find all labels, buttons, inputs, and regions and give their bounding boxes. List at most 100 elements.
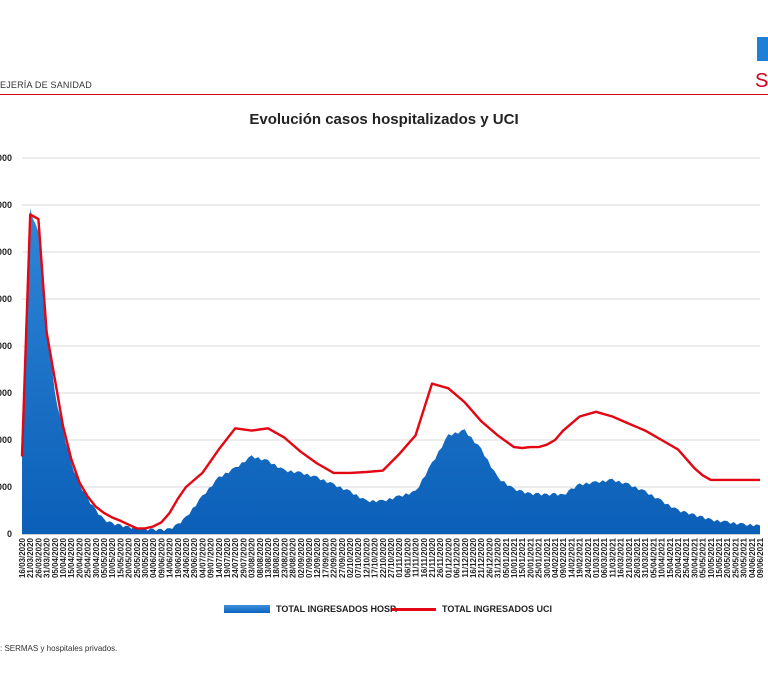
source-note: : SERMAS y hospitales privados. <box>0 644 118 653</box>
header-divider <box>0 94 768 95</box>
x-tick-label: 16/11/2020 <box>420 537 429 577</box>
x-tick-label: 05/04/2021 <box>649 537 658 578</box>
x-tick-label: 09/07/2020 <box>207 537 216 578</box>
y-tick-label: 000 <box>0 341 12 351</box>
x-tick-label: 15/05/2020 <box>116 537 125 578</box>
x-tick-label: 27/09/2020 <box>338 537 347 578</box>
uci-line <box>20 213 760 530</box>
chart-legend: TOTAL INGRESADOS HOSP. TOTAL INGRESADOS … <box>0 604 768 620</box>
x-tick-label: 20/01/2021 <box>526 537 535 578</box>
x-tick-label: 04/07/2020 <box>198 537 207 578</box>
x-tick-label: 21/03/2021 <box>625 537 634 578</box>
chart-title: Evolución casos hospitalizados y UCI <box>249 111 519 128</box>
x-tick-label: 06/11/2020 <box>403 537 412 577</box>
x-tick-label: 16/03/2021 <box>617 537 626 578</box>
x-tick-label: 28/08/2020 <box>289 537 298 578</box>
legend-label-hosp: TOTAL INGRESADOS HOSP. <box>276 604 398 614</box>
x-tick-label: 12/09/2020 <box>313 537 322 578</box>
x-tick-label: 01/11/2020 <box>395 537 404 577</box>
y-tick-label: 000 <box>0 153 12 163</box>
x-tick-label: 04/06/2020 <box>149 537 158 578</box>
x-tick-label: 02/09/2020 <box>297 537 306 578</box>
logo-mark <box>757 37 768 61</box>
hosp-area <box>22 208 760 534</box>
legend-item-uci: TOTAL INGRESADOS UCI <box>392 604 552 614</box>
x-tick-label: 10/05/2020 <box>108 537 117 578</box>
x-tick-label: 06/12/2020 <box>453 537 462 578</box>
x-tick-label: 13/08/2020 <box>264 537 273 578</box>
x-tick-label: 08/08/2020 <box>256 537 265 578</box>
x-tick-label: 16/12/2020 <box>469 537 478 578</box>
x-tick-label: 16/03/2020 <box>18 537 27 578</box>
x-tick-label: 26/12/2020 <box>485 537 494 578</box>
y-tick-label: 000 <box>0 388 12 398</box>
x-tick-label: 03/08/2020 <box>248 537 257 578</box>
y-tick-label: 000 <box>0 247 12 257</box>
x-tick-label: 25/05/2021 <box>731 537 740 578</box>
x-tick-label: 07/09/2020 <box>305 537 314 578</box>
x-tick-label: 12/10/2020 <box>362 537 371 578</box>
x-tick-label: 23/08/2020 <box>280 537 289 578</box>
x-tick-label: 01/12/2020 <box>444 537 453 578</box>
x-tick-label: 21/11/2020 <box>428 537 437 577</box>
x-tick-label: 20/04/2021 <box>674 537 683 578</box>
x-tick-label: 10/01/2021 <box>510 537 519 578</box>
x-tick-label: 14/02/2021 <box>567 537 576 578</box>
x-tick-label: 30/04/2020 <box>92 537 101 578</box>
x-tick-label: 21/12/2020 <box>477 537 486 578</box>
x-tick-label: 31/12/2020 <box>494 537 503 578</box>
x-tick-label: 10/04/2021 <box>658 537 667 578</box>
x-tick-label: 24/02/2021 <box>584 537 593 578</box>
x-tick-label: 29/07/2020 <box>239 537 248 578</box>
x-tick-label: 02/10/2020 <box>346 537 355 578</box>
logo-letter: S <box>755 70 768 92</box>
x-tick-label: 15/04/2020 <box>67 537 76 578</box>
x-tick-label: 30/04/2021 <box>690 537 699 578</box>
x-tick-label: 17/09/2020 <box>321 537 330 578</box>
x-tick-label: 01/03/2021 <box>592 537 601 578</box>
y-tick-label: 000 <box>0 482 12 492</box>
x-tick-label: 09/02/2021 <box>559 537 568 578</box>
x-tick-label: 26/03/2021 <box>633 537 642 578</box>
x-tick-label: 26/11/2020 <box>436 537 445 577</box>
x-tick-label: 06/03/2021 <box>600 537 609 578</box>
y-tick-label: 0 <box>7 529 12 539</box>
x-tick-label: 22/09/2020 <box>330 537 339 578</box>
x-tick-label: 31/03/2020 <box>43 537 52 578</box>
x-tick-label: 27/10/2020 <box>387 537 396 578</box>
x-tick-label: 10/05/2021 <box>707 537 716 578</box>
x-tick-label: 30/01/2021 <box>543 537 552 578</box>
x-tick-label: 24/07/2020 <box>231 537 240 578</box>
legend-swatch-uci <box>392 607 436 611</box>
x-tick-label: 20/05/2020 <box>125 537 134 578</box>
legend-label-uci: TOTAL INGRESADOS UCI <box>442 604 553 614</box>
x-tick-label: 25/05/2020 <box>133 537 142 578</box>
x-tick-label: 25/04/2021 <box>682 537 691 578</box>
x-tick-label: 11/11/2020 <box>412 537 421 577</box>
x-tick-label: 20/04/2020 <box>75 537 84 578</box>
x-tick-label: 15/01/2021 <box>518 537 527 578</box>
x-tick-label: 17/10/2020 <box>371 537 380 578</box>
x-tick-label: 05/05/2020 <box>100 537 109 578</box>
x-tick-label: 18/08/2020 <box>272 537 281 578</box>
x-tick-label: 19/07/2020 <box>223 537 232 578</box>
x-tick-label: 30/05/2020 <box>141 537 150 578</box>
legend-swatch-hosp <box>224 605 270 613</box>
x-tick-label: 14/07/2020 <box>215 537 224 578</box>
x-tick-label: 07/10/2020 <box>354 537 363 578</box>
x-tick-label: 19/02/2021 <box>576 537 585 578</box>
x-tick-label: 14/06/2020 <box>166 537 175 578</box>
chart-canvas: 000000000000000000000000016/03/202021/03… <box>0 153 765 578</box>
x-tick-label: 25/01/2021 <box>535 537 544 578</box>
x-tick-label: 21/03/2020 <box>26 537 35 578</box>
x-tick-label: 25/04/2020 <box>84 537 93 578</box>
x-tick-label: 05/01/2021 <box>502 537 511 578</box>
org-label: EJERÍA DE SANIDAD <box>0 80 92 90</box>
x-tick-label: 10/04/2020 <box>59 537 68 578</box>
legend-item-hosp: TOTAL INGRESADOS HOSP. <box>224 604 397 614</box>
y-tick-label: 000 <box>0 294 12 304</box>
x-tick-label: 05/04/2020 <box>51 537 60 578</box>
x-tick-label: 24/06/2020 <box>182 537 191 578</box>
x-tick-label: 11/12/2020 <box>461 537 470 577</box>
y-tick-label: 000 <box>0 435 12 445</box>
